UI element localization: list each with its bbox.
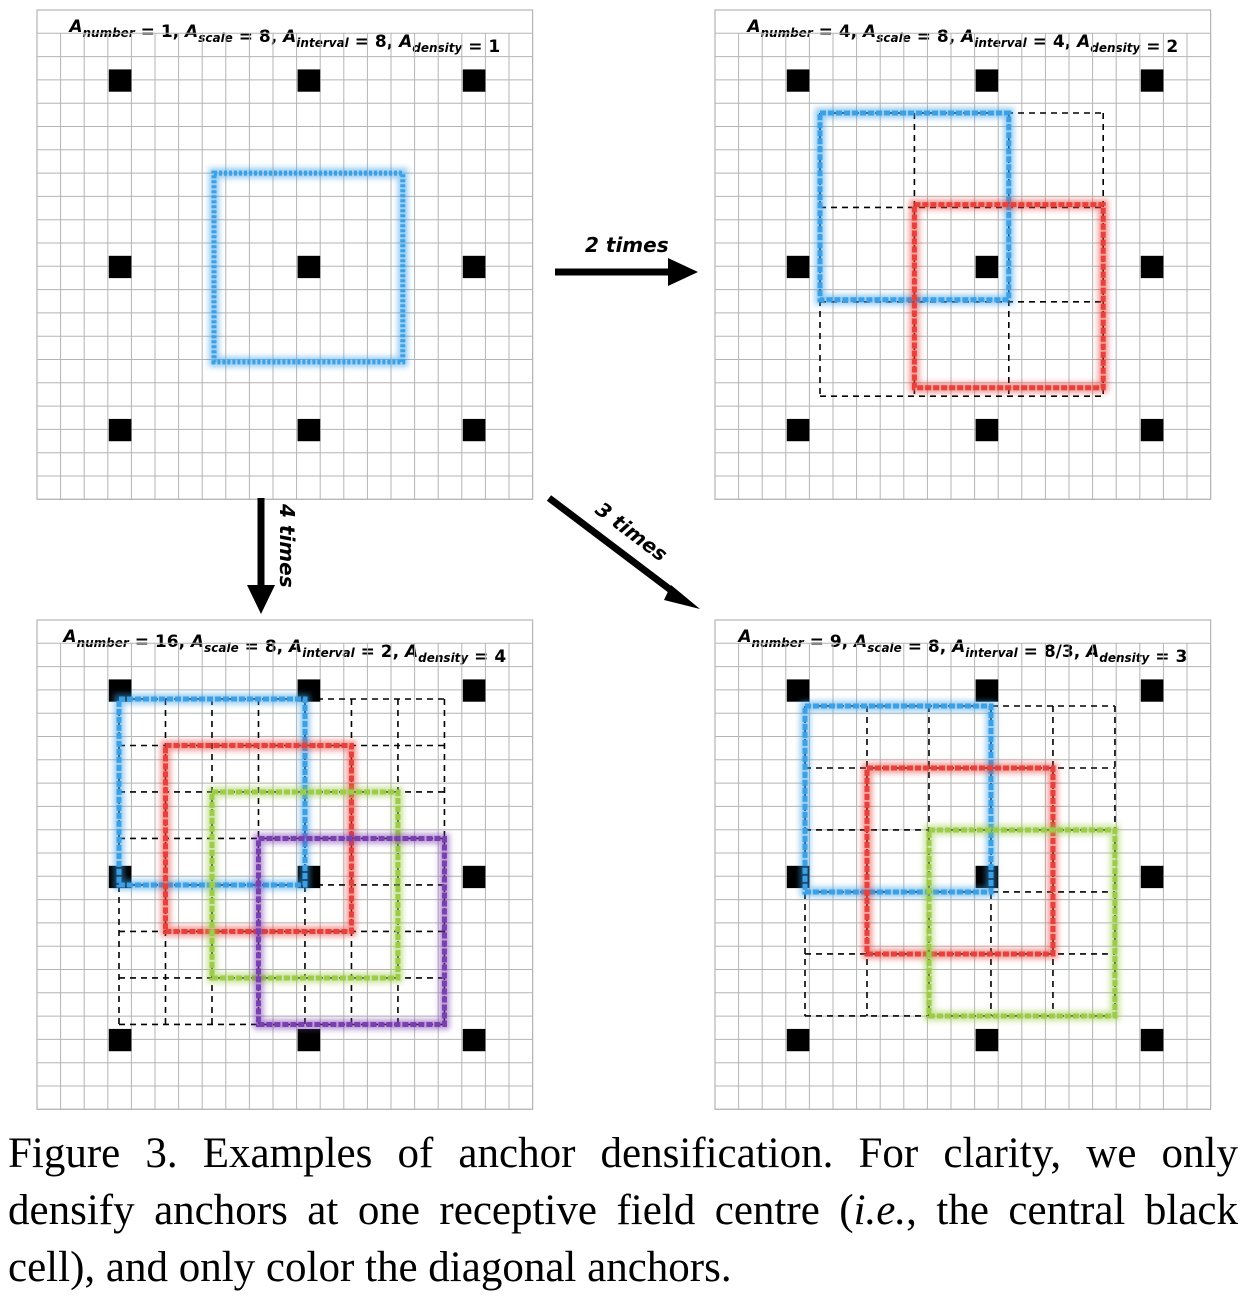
panel-density-1: Anumber = 1, Ascale = 8, Ainterval = 8, …: [36, 9, 534, 500]
anchor-green: [209, 789, 401, 981]
receptive-field-centre-cell: [462, 69, 486, 92]
figure-canvas: Anumber = 1, Ascale = 8, Ainterval = 8, …: [36, 9, 1212, 1110]
arrow-3-times: 3 times: [546, 495, 700, 609]
anchor-purple: [255, 835, 447, 1027]
receptive-field-centre-cell: [1140, 255, 1164, 279]
receptive-field-centre-cell: [462, 418, 486, 442]
receptive-field-centre-cell: [975, 69, 999, 92]
anchor-red: [864, 765, 1056, 957]
receptive-field-centre-cell: [108, 69, 132, 92]
arrow-2-times-label: 2 times: [585, 233, 669, 257]
arrow-4-times-label: 4 times: [275, 503, 299, 588]
panel-density-3: Anumber = 9, Ascale = 8, Ainterval = 8/3…: [714, 619, 1212, 1110]
receptive-field-centre-cell: [975, 255, 999, 279]
arrow-3-times-label: 3 times: [591, 497, 672, 567]
receptive-field-centre-cell: [1140, 69, 1164, 92]
panel-header: Anumber = 1, Ascale = 8, Ainterval = 8, …: [67, 17, 500, 57]
receptive-field-centre-cell: [462, 865, 486, 889]
panel-header: Anumber = 4, Ascale = 8, Ainterval = 4, …: [745, 17, 1178, 57]
receptive-field-centre-cell: [297, 1028, 321, 1052]
receptive-field-centre-cell: [108, 418, 132, 442]
receptive-field-centre-cell: [1140, 679, 1164, 702]
receptive-field-centre-cell: [1140, 1028, 1164, 1052]
receptive-field-centre-cell: [786, 1028, 810, 1052]
arrow-4-times: 4 times: [247, 498, 299, 614]
panel-header: Anumber = 16, Ascale = 8, Ainterval = 2,…: [61, 627, 506, 667]
grid: [714, 619, 1212, 1110]
caption-ie: i.e.: [853, 1187, 907, 1234]
receptive-field-centre-cell: [462, 679, 486, 702]
caption-text-1: Figure 3. Examples of anchor densificati…: [8, 1130, 1238, 1234]
receptive-field-centre-cell: [1140, 418, 1164, 442]
receptive-field-centre-cell: [297, 69, 321, 92]
caption-text-2: , the central black cell), and only colo…: [8, 1187, 1238, 1291]
receptive-field-centre-cell: [975, 679, 999, 702]
panel-header: Anumber = 9, Ascale = 8, Ainterval = 8/3…: [736, 627, 1187, 667]
receptive-field-centre-cell: [786, 69, 810, 92]
anchor-red: [911, 202, 1106, 391]
panel-density-4: Anumber = 16, Ascale = 8, Ainterval = 2,…: [36, 619, 534, 1110]
receptive-field-centre-cell: [108, 255, 132, 279]
receptive-field-centre-cell: [108, 1028, 132, 1052]
receptive-field-centre-cell: [786, 418, 810, 442]
receptive-field-centre-cell: [297, 255, 321, 279]
anchor-blue: [211, 170, 406, 365]
receptive-field-centre-cell: [975, 1028, 999, 1052]
receptive-field-centre-cell: [462, 255, 486, 279]
receptive-field-centre-cell: [1140, 865, 1164, 889]
anchor-blue: [802, 703, 994, 895]
arrow-2-times: 2 times: [555, 233, 698, 286]
receptive-field-centre-cell: [462, 1028, 486, 1052]
figure-caption: Figure 3. Examples of anchor densificati…: [8, 1125, 1238, 1296]
receptive-field-centre-cell: [297, 418, 321, 442]
anchor-green: [926, 827, 1118, 1019]
anchor-grid-dashed: [819, 112, 1104, 398]
receptive-field-centre-cell: [786, 255, 810, 279]
receptive-field-centre-cell: [975, 418, 999, 442]
panel-density-2: Anumber = 4, Ascale = 8, Ainterval = 4, …: [714, 9, 1212, 500]
receptive-field-centre-cell: [786, 679, 810, 702]
